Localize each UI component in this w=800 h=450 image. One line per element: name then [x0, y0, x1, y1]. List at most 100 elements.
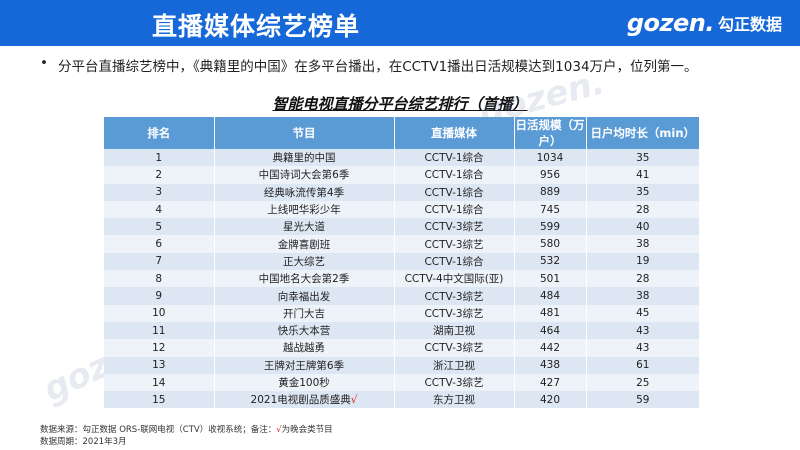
cell-channel: CCTV-3综艺 [394, 235, 515, 253]
cell-channel: CCTV-1综合 [394, 149, 515, 167]
table-row: 7 正大综艺 CCTV-1综合 532 19 [104, 252, 699, 271]
cell-rank: 6 [104, 235, 215, 253]
cell-avg-duration: 61 [586, 356, 699, 374]
cell-rank: 15 [104, 391, 215, 409]
cell-daily-active: 1034 [514, 149, 587, 167]
footer-notes: 数据来源：勾正数据 ORS-联网电视（CTV）收视系统；备注：√为晚会类节目 数… [40, 424, 333, 448]
cell-avg-duration: 43 [586, 321, 699, 340]
cell-daily-active: 580 [514, 235, 587, 253]
cell-rank: 4 [104, 200, 215, 219]
cell-avg-duration: 28 [586, 200, 699, 219]
footer-period: 数据周期：2021年3月 [40, 437, 127, 447]
cell-daily-active: 438 [514, 356, 587, 374]
cell-program: 越战越勇 [214, 339, 395, 357]
footer-source-text: 数据来源：勾正数据 ORS-联网电视（CTV）收视系统；备注： [40, 425, 277, 435]
cell-daily-active: 420 [514, 391, 587, 409]
cell-avg-duration: 38 [586, 235, 699, 253]
cell-daily-active: 889 [514, 183, 587, 201]
table-row: 9 向幸福出发 CCTV-3综艺 484 38 [104, 287, 699, 305]
header-rank: 排名 [104, 117, 215, 149]
cell-program: 快乐大本营 [214, 321, 395, 340]
cell-channel: CCTV-3综艺 [394, 304, 515, 322]
cell-daily-active: 532 [514, 252, 587, 271]
cell-rank: 9 [104, 287, 215, 305]
cell-avg-duration: 35 [586, 183, 699, 201]
header-bar: 直播媒体综艺榜单 gozen. 勾正数据 [0, 0, 800, 46]
cell-channel: CCTV-1综合 [394, 252, 515, 271]
table-title: 智能电视直播分平台综艺排行（首播） [272, 95, 528, 113]
cell-rank: 1 [104, 149, 215, 167]
cell-rank: 11 [104, 321, 215, 340]
cell-avg-duration: 43 [586, 339, 699, 357]
cell-daily-active: 464 [514, 321, 587, 340]
check-icon: √ [350, 394, 358, 407]
cell-channel: CCTV-4中文国际(亚) [394, 270, 515, 288]
cell-program: 金牌喜剧班 [214, 235, 395, 253]
cell-daily-active: 484 [514, 287, 587, 305]
cell-daily-active: 501 [514, 270, 587, 288]
table-row: 4 上线吧华彩少年 CCTV-1综合 745 28 [104, 200, 699, 219]
cell-avg-duration: 40 [586, 218, 699, 236]
cell-rank: 8 [104, 270, 215, 288]
cell-channel: 浙江卫视 [394, 356, 515, 374]
cell-daily-active: 427 [514, 373, 587, 392]
cell-channel: CCTV-3综艺 [394, 373, 515, 392]
cell-avg-duration: 35 [586, 149, 699, 167]
cell-channel: CCTV-3综艺 [394, 218, 515, 236]
check-icon: √ [276, 425, 282, 435]
cell-daily-active: 481 [514, 304, 587, 322]
summary-bullet: • 分平台直播综艺榜中，《典籍里的中国》在多平台播出，在CCTV1播出日活规模达… [40, 55, 698, 75]
cell-rank: 10 [104, 304, 215, 322]
table-row: 10 开门大吉 CCTV-3综艺 481 45 [104, 304, 699, 322]
cell-program: 星光大道 [214, 218, 395, 236]
table-row: 2 中国诗词大会第6季 CCTV-1综合 956 41 [104, 166, 699, 184]
table-row: 5 星光大道 CCTV-3综艺 599 40 [104, 218, 699, 236]
cell-avg-duration: 41 [586, 166, 699, 184]
cell-program: 2021电视剧品质盛典√ [214, 391, 395, 409]
cell-program: 开门大吉 [214, 304, 395, 322]
brand-logo: gozen. 勾正数据 [627, 9, 782, 37]
cell-rank: 2 [104, 166, 215, 184]
logo-mark: gozen. [626, 9, 715, 37]
cell-avg-duration: 38 [586, 287, 699, 305]
cell-avg-duration: 45 [586, 304, 699, 322]
table-row: 14 黄金100秒 CCTV-3综艺 427 25 [104, 373, 699, 392]
summary-text: 分平台直播综艺榜中，《典籍里的中国》在多平台播出，在CCTV1播出日活规模达到1… [58, 59, 698, 75]
cell-avg-duration: 19 [586, 252, 699, 271]
cell-avg-duration: 59 [586, 391, 699, 409]
ranking-table: 排名 节目 直播媒体 日活规模（万户） 日户均时长（min） 1 典籍里的中国 CC… [104, 117, 699, 409]
cell-program: 正大综艺 [214, 252, 395, 271]
cell-program: 向幸福出发 [214, 287, 395, 305]
header-daily-active: 日活规模（万户） [514, 117, 587, 149]
cell-daily-active: 599 [514, 218, 587, 236]
cell-rank: 7 [104, 252, 215, 271]
header-program: 节目 [214, 117, 395, 149]
footer-source: 数据来源：勾正数据 ORS-联网电视（CTV）收视系统；备注：√为晚会类节目 [40, 424, 333, 436]
cell-rank: 13 [104, 356, 215, 374]
cell-rank: 5 [104, 218, 215, 236]
cell-channel: CCTV-1综合 [394, 200, 515, 219]
page-title: 直播媒体综艺榜单 [152, 12, 361, 41]
cell-rank: 14 [104, 373, 215, 392]
cell-rank: 3 [104, 183, 215, 201]
cell-avg-duration: 25 [586, 373, 699, 392]
cell-program: 上线吧华彩少年 [214, 200, 395, 219]
cell-channel: 湖南卫视 [394, 321, 515, 340]
cell-program: 经典咏流传第4季 [214, 183, 395, 201]
header-avg-duration: 日户均时长（min） [586, 117, 699, 149]
cell-channel: CCTV-1综合 [394, 183, 515, 201]
bullet-dot-icon: • [40, 55, 48, 71]
cell-program: 典籍里的中国 [214, 149, 395, 167]
table-body: 1 典籍里的中国 CCTV-1综合 1034 35 2 中国诗词大会第6季 CCTV-1综合 9… [104, 149, 699, 409]
cell-daily-active: 956 [514, 166, 587, 184]
cell-program: 王牌对王牌第6季 [214, 356, 395, 374]
table-row: 6 金牌喜剧班 CCTV-3综艺 580 38 [104, 235, 699, 253]
logo-text: 勾正数据 [717, 15, 782, 34]
cell-program: 黄金100秒 [214, 373, 395, 392]
table-row: 1 典籍里的中国 CCTV-1综合 1034 35 [104, 149, 699, 167]
table-row: 8 中国地名大会第2季 CCTV-4中文国际(亚) 501 28 [104, 270, 699, 288]
table-row: 3 经典咏流传第4季 CCTV-1综合 889 35 [104, 183, 699, 201]
header-channel: 直播媒体 [394, 117, 515, 149]
cell-program: 中国地名大会第2季 [214, 270, 395, 288]
table-row: 13 王牌对王牌第6季 浙江卫视 438 61 [104, 356, 699, 374]
